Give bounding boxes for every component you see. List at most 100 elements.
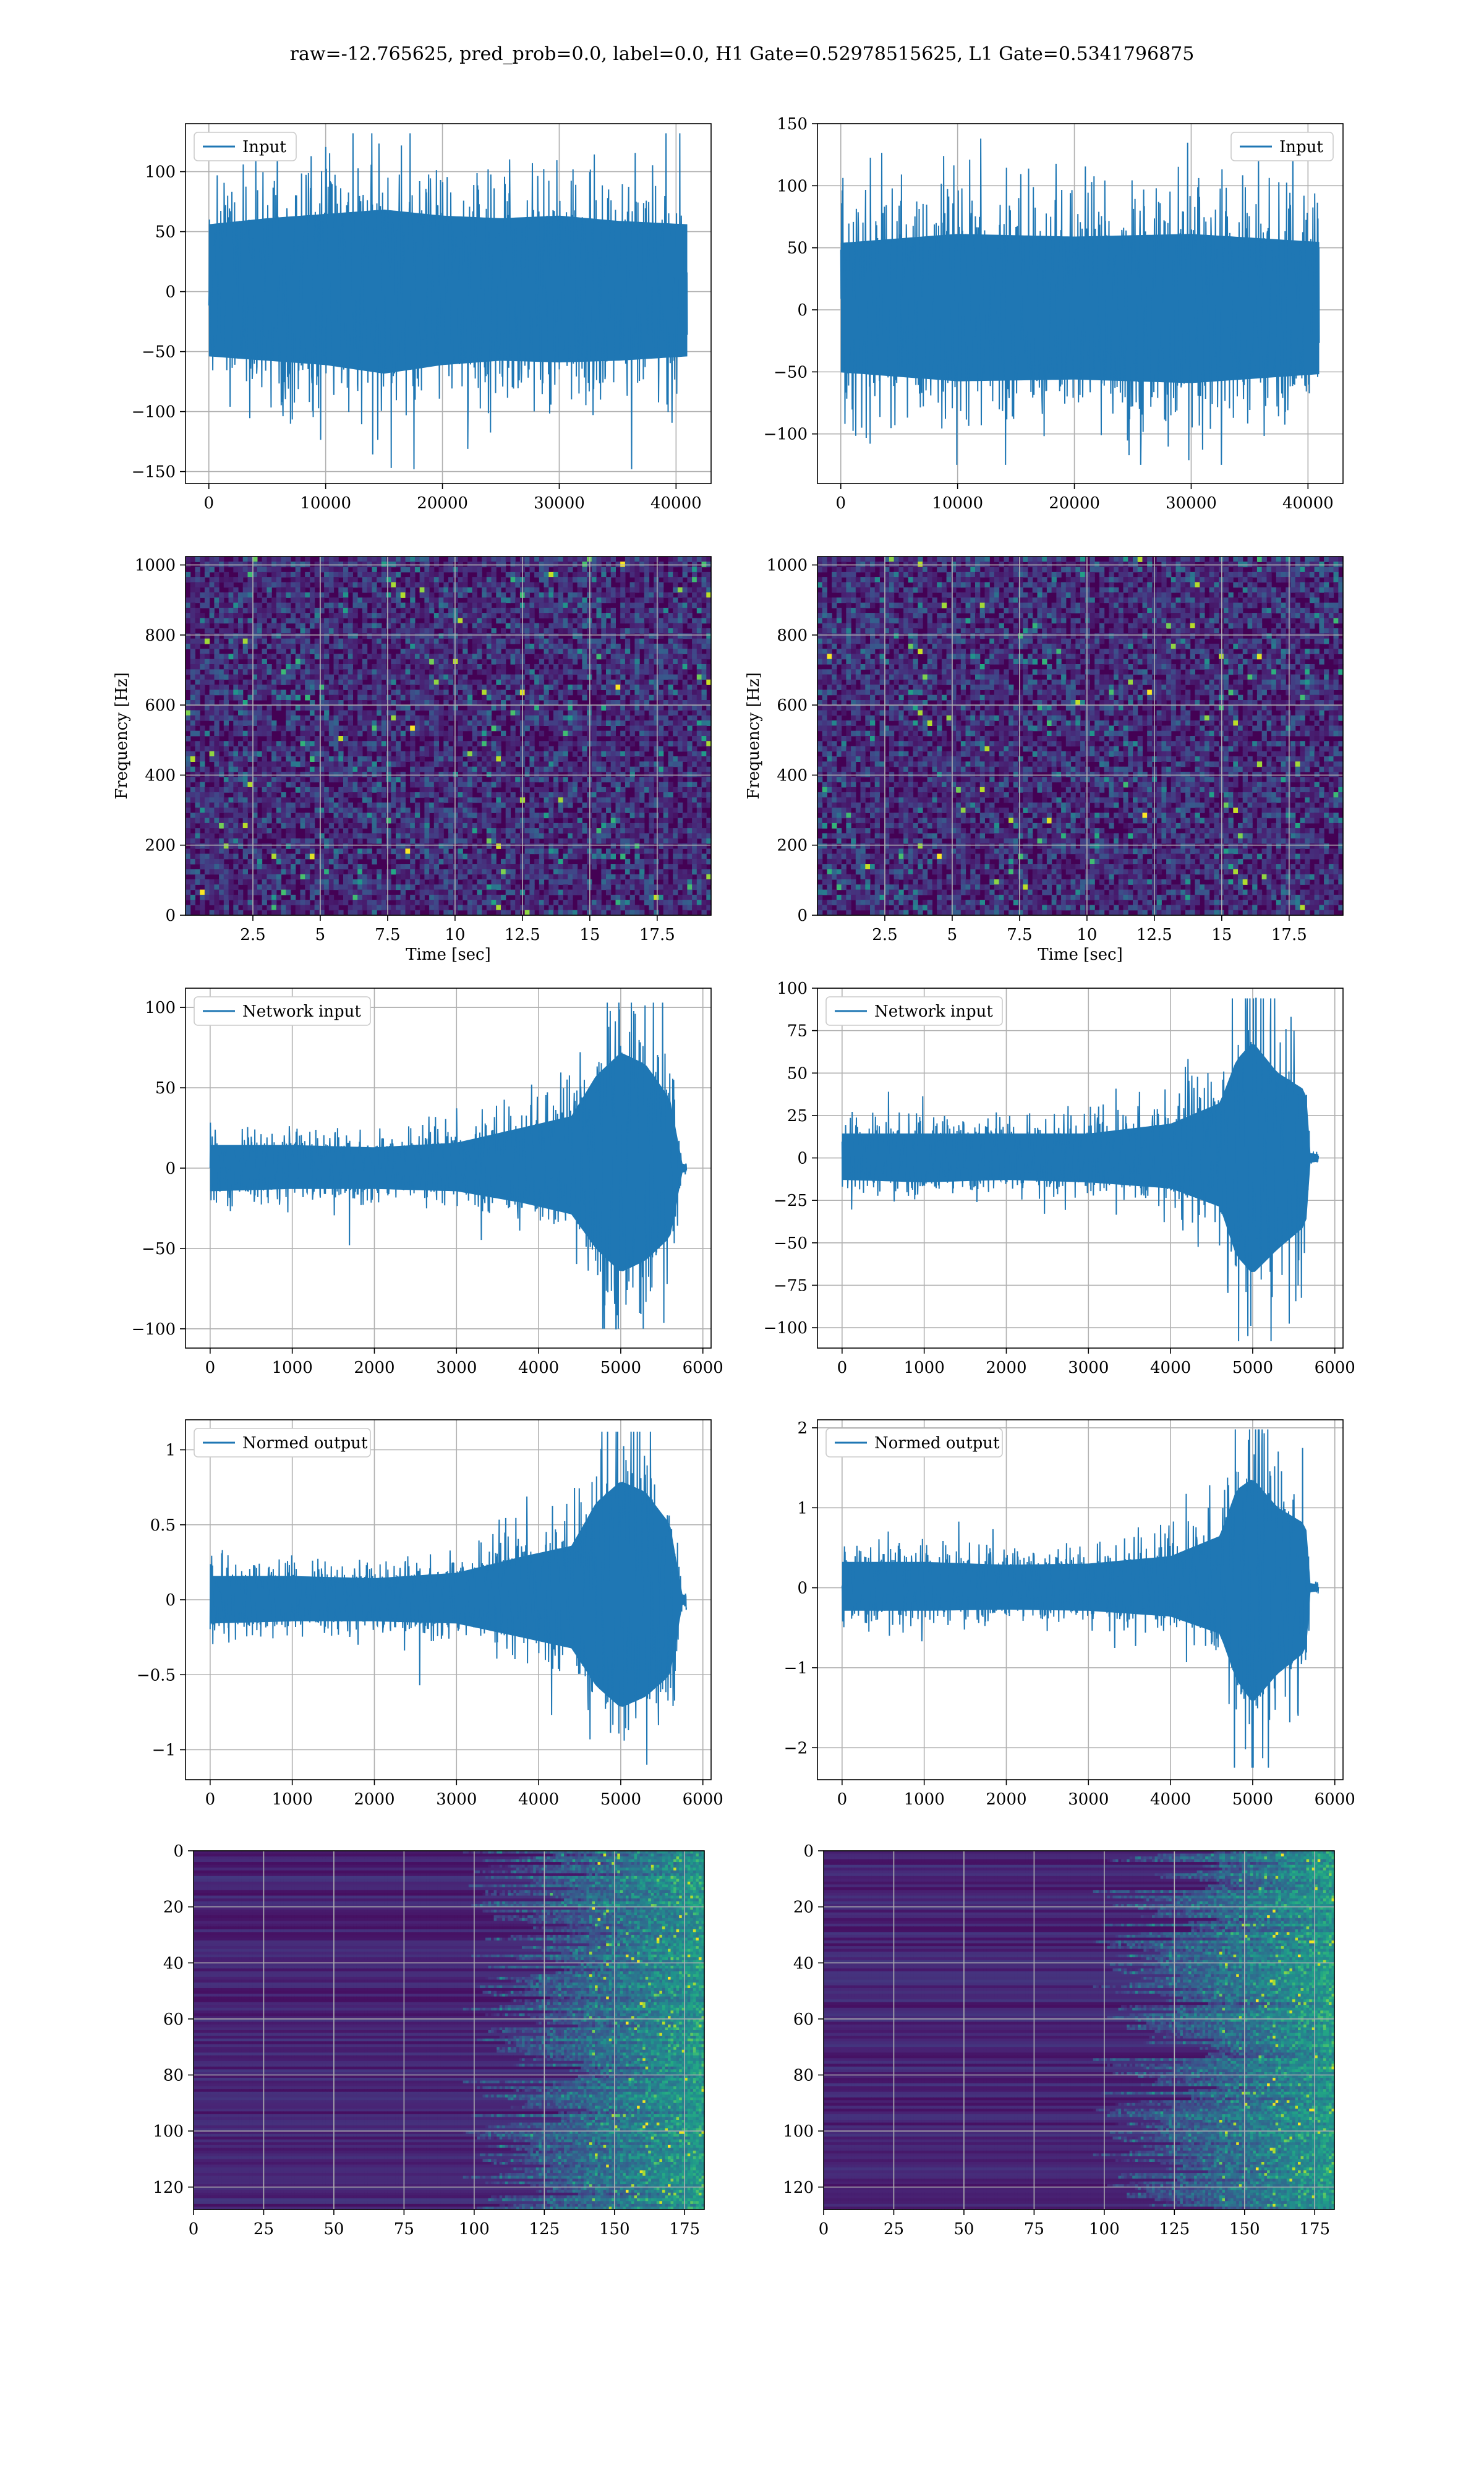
l1-spectrogram-xtick-label-2: 7.5 — [1007, 926, 1032, 944]
l1-features-xtick-label-6: 150 — [1229, 2220, 1260, 2239]
l1-features-xtick-label-3: 75 — [1024, 2220, 1044, 2239]
h1-features-ytick-label-5: 100 — [153, 2122, 184, 2141]
h1-features-xtick-label-5: 125 — [529, 2220, 560, 2239]
h1-network-input-ytick-label-1: −50 — [142, 1240, 176, 1258]
l1-spectrogram-ytick-label-3: 600 — [777, 696, 808, 715]
l1-spectrogram-xtick-label-0: 2.5 — [872, 926, 897, 944]
l1-features-ytick-label-6: 120 — [783, 2179, 814, 2197]
h1-spectrogram-ytick-label-0: 0 — [165, 907, 176, 925]
l1-features-ytick-label-3: 60 — [793, 2010, 814, 2029]
h1-normed-output-legend-label: Normed output — [242, 1434, 368, 1453]
h1-input-legend-label: Input — [242, 138, 286, 156]
l1-normed-output-xtick-label-1: 1000 — [904, 1790, 945, 1809]
h1-normed-output-xtick-label-0: 0 — [205, 1790, 216, 1809]
l1-normed-output-ytick-label-2: 0 — [797, 1579, 808, 1598]
l1-input-ytick-label-0: −100 — [764, 425, 808, 444]
l1-spectrogram-ytick-label-0: 0 — [797, 907, 808, 925]
h1-features-image — [194, 1851, 705, 2210]
h1-input-ytick-label-4: 50 — [155, 223, 176, 242]
l1-network-input-xtick-label-0: 0 — [837, 1359, 848, 1377]
l1-network-input-ytick-label-1: −75 — [774, 1276, 808, 1295]
h1-features-ytick-label-1: 20 — [163, 1898, 184, 1917]
l1-features-xtick-label-1: 25 — [884, 2220, 904, 2239]
h1-normed-output-ytick-label-2: 0 — [165, 1591, 176, 1610]
h1-features-ytick-label-4: 80 — [163, 2067, 184, 2085]
h1-spectrogram-xtick-label-1: 5 — [315, 926, 326, 944]
l1-network-input-legend-label: Network input — [874, 1002, 993, 1021]
l1-network-input-xtick-label-6: 6000 — [1315, 1359, 1355, 1377]
l1-spectrogram-xtick-label-4: 12.5 — [1136, 926, 1172, 944]
l1-input-xtick-label-3: 30000 — [1166, 494, 1217, 513]
h1-features-xtick-label-2: 50 — [323, 2220, 344, 2239]
h1-network-input-ytick-label-4: 100 — [145, 999, 176, 1017]
l1-input-xtick-label-0: 0 — [836, 494, 846, 513]
h1-spectrogram-xtick-label-4: 12.5 — [505, 926, 540, 944]
l1-features-xtick-label-2: 50 — [953, 2220, 974, 2239]
l1-spectrogram-xlabel: Time [sec] — [1038, 946, 1123, 964]
l1-features-image — [824, 1851, 1335, 2210]
l1-network-input-ytick-label-2: −50 — [774, 1234, 808, 1253]
h1-spectrogram-xtick-label-6: 17.5 — [639, 926, 675, 944]
h1-network-input-ytick-label-2: 0 — [165, 1159, 176, 1178]
l1-input-xtick-label-1: 10000 — [932, 494, 983, 513]
h1-input-ytick-label-1: −100 — [132, 403, 176, 422]
l1-network-input-xtick-label-4: 4000 — [1150, 1359, 1191, 1377]
l1-normed-output-ytick-label-3: 1 — [797, 1499, 808, 1518]
h1-normed-output-xtick-label-3: 3000 — [436, 1790, 477, 1809]
l1-network-input-xtick-label-2: 2000 — [986, 1359, 1026, 1377]
h1-input-xtick-label-1: 10000 — [300, 494, 351, 513]
l1-input-legend-label: Input — [1279, 138, 1323, 156]
h1-input-ytick-label-2: −50 — [142, 343, 176, 362]
h1-network-input-xtick-label-5: 5000 — [600, 1359, 641, 1377]
l1-normed-output-ytick-label-1: −1 — [784, 1659, 808, 1678]
figure-title: raw=-12.765625, pred_prob=0.0, label=0.0… — [0, 43, 1484, 65]
h1-spectrogram-xtick-label-0: 2.5 — [240, 926, 265, 944]
l1-features-ytick-label-5: 100 — [783, 2122, 814, 2141]
h1-spectrogram-xtick-label-5: 15 — [579, 926, 600, 944]
l1-input-xtick-label-4: 40000 — [1282, 494, 1334, 513]
h1-spectrogram-ytick-label-2: 400 — [145, 766, 176, 785]
h1-normed-output-ytick-label-3: 0.5 — [150, 1516, 176, 1535]
h1-features-xtick-label-4: 100 — [459, 2220, 490, 2239]
h1-features-ytick-label-6: 120 — [153, 2179, 184, 2197]
l1-normed-output-ytick-label-4: 2 — [797, 1419, 808, 1438]
l1-network-input-xtick-label-3: 3000 — [1068, 1359, 1109, 1377]
l1-features-ytick-label-2: 40 — [793, 1954, 814, 1973]
l1-spectrogram-ylabel: Frequency [Hz] — [744, 672, 763, 800]
h1-input-xtick-label-0: 0 — [204, 494, 215, 513]
h1-network-input-xtick-label-1: 1000 — [272, 1359, 313, 1377]
h1-spectrogram-ytick-label-5: 1000 — [135, 557, 176, 575]
l1-normed-output-xtick-label-2: 2000 — [986, 1790, 1026, 1809]
l1-spectrogram-xtick-label-1: 5 — [947, 926, 958, 944]
h1-features-ytick-label-3: 60 — [163, 2010, 184, 2029]
l1-spectrogram-ytick-label-1: 200 — [777, 837, 808, 855]
h1-network-input-xtick-label-3: 3000 — [436, 1359, 477, 1377]
h1-features-ytick-label-0: 0 — [173, 1842, 184, 1861]
l1-input-xtick-label-2: 20000 — [1049, 494, 1100, 513]
h1-input-ytick-label-0: −150 — [132, 463, 176, 482]
l1-network-input-xtick-label-5: 5000 — [1232, 1359, 1273, 1377]
h1-normed-output-ytick-label-0: −1 — [152, 1741, 176, 1760]
l1-spectrogram-ytick-label-2: 400 — [777, 766, 808, 785]
l1-features-ytick-label-1: 20 — [793, 1898, 814, 1917]
h1-network-input-ytick-label-3: 50 — [155, 1079, 176, 1098]
h1-spectrogram-xtick-label-2: 7.5 — [375, 926, 400, 944]
h1-normed-output-xtick-label-4: 4000 — [518, 1790, 559, 1809]
l1-input-ytick-label-5: 150 — [777, 115, 808, 134]
h1-features-xtick-label-0: 0 — [189, 2220, 199, 2239]
l1-network-input-ytick-label-6: 50 — [787, 1064, 808, 1083]
h1-normed-output-ytick-label-1: −0.5 — [137, 1666, 176, 1684]
l1-network-input-ytick-label-4: 0 — [797, 1150, 808, 1168]
l1-spectrogram-xtick-label-6: 17.5 — [1271, 926, 1307, 944]
h1-network-input-xtick-label-2: 2000 — [354, 1359, 394, 1377]
l1-input-ytick-label-2: 0 — [797, 301, 808, 320]
h1-spectrogram-ytick-label-4: 800 — [145, 626, 176, 645]
h1-spectrogram-ylabel: Frequency [Hz] — [113, 672, 131, 800]
h1-normed-output-xtick-label-6: 6000 — [683, 1790, 723, 1809]
h1-input-xtick-label-3: 30000 — [534, 494, 585, 513]
